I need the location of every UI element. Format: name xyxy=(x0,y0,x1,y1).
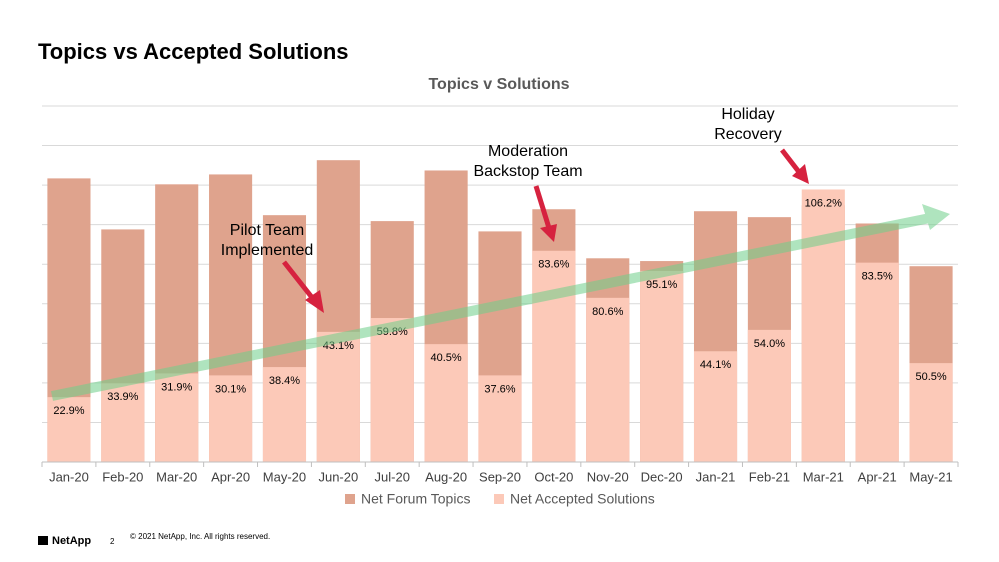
slide-title: Topics vs Accepted Solutions xyxy=(38,39,349,64)
bar xyxy=(101,383,145,462)
bar xyxy=(47,397,91,462)
x-tick-label: Oct-20 xyxy=(534,469,573,484)
x-tick-label: Jun-20 xyxy=(318,469,358,484)
bar xyxy=(693,351,738,462)
bar xyxy=(478,375,522,462)
bar xyxy=(370,318,414,462)
legend-swatch xyxy=(494,494,504,504)
bar xyxy=(209,375,253,462)
data-label: 54.0% xyxy=(754,338,785,350)
x-tick-label: Aug-20 xyxy=(425,469,467,484)
x-tick-label: May-20 xyxy=(263,469,306,484)
bar xyxy=(424,344,468,462)
chart-title: Topics v Solutions xyxy=(428,76,569,93)
data-label: 30.1% xyxy=(215,383,246,395)
bar xyxy=(155,373,199,462)
annotation-arrows xyxy=(282,148,809,313)
legend-label: Net Accepted Solutions xyxy=(510,491,655,507)
data-label: 40.5% xyxy=(431,352,462,364)
x-tick-label: Apr-20 xyxy=(211,469,250,484)
data-label: 106.2% xyxy=(805,197,843,209)
data-label: 31.9% xyxy=(161,381,192,393)
x-tick-label: Dec-20 xyxy=(641,469,683,484)
x-tick-label: Mar-21 xyxy=(803,469,844,484)
data-label: 22.9% xyxy=(53,405,84,417)
annotation: Moderation xyxy=(488,143,568,160)
legend-swatch xyxy=(345,494,355,504)
data-label: 44.1% xyxy=(700,359,731,371)
x-tick-label: Apr-21 xyxy=(858,469,897,484)
bar xyxy=(855,262,899,462)
trend-arrow xyxy=(51,204,950,401)
bar xyxy=(262,367,307,462)
logo: NetApp xyxy=(52,535,91,547)
bar xyxy=(532,250,576,462)
x-tick-label: Feb-21 xyxy=(749,469,790,484)
data-label: 50.5% xyxy=(915,371,946,383)
x-tick-label: Jan-21 xyxy=(696,469,736,484)
x-tick-label: Nov-20 xyxy=(587,469,629,484)
copyright: © 2021 NetApp, Inc. All rights reserved. xyxy=(130,532,270,541)
data-label: 80.6% xyxy=(592,306,623,318)
logo-mark xyxy=(38,536,48,545)
annotation: Implemented xyxy=(221,242,314,259)
x-tick-label: May-21 xyxy=(909,469,952,484)
annotation: Backstop Team xyxy=(473,163,582,180)
data-label: 33.9% xyxy=(107,391,138,403)
x-tick-label: Mar-20 xyxy=(156,469,197,484)
bar xyxy=(586,297,630,462)
annotation: Recovery xyxy=(714,126,782,143)
data-label: 83.6% xyxy=(538,259,569,271)
bar xyxy=(640,270,684,462)
data-label: 83.5% xyxy=(862,271,893,283)
legend-label: Net Forum Topics xyxy=(361,491,470,507)
bar xyxy=(747,329,791,462)
x-tick-label: Sep-20 xyxy=(479,469,521,484)
plot: 22.9%33.9%31.9%30.1%38.4%43.1%59.8%40.5%… xyxy=(41,105,959,507)
data-label: 38.4% xyxy=(269,375,300,387)
page-number: 2 xyxy=(110,537,115,546)
data-label: 95.1% xyxy=(646,279,677,291)
annotation: Pilot Team xyxy=(230,222,304,239)
x-tick-label: Jan-20 xyxy=(49,469,89,484)
bar xyxy=(909,363,953,462)
data-label: 37.6% xyxy=(484,383,515,395)
bar xyxy=(801,189,845,462)
annotation: Holiday xyxy=(721,106,774,123)
x-tick-label: Feb-20 xyxy=(102,469,143,484)
bar xyxy=(316,331,360,462)
annotations: Pilot Team Implemented Moderation Backstop … xyxy=(221,106,782,259)
x-tick-label: Jul-20 xyxy=(375,469,410,484)
